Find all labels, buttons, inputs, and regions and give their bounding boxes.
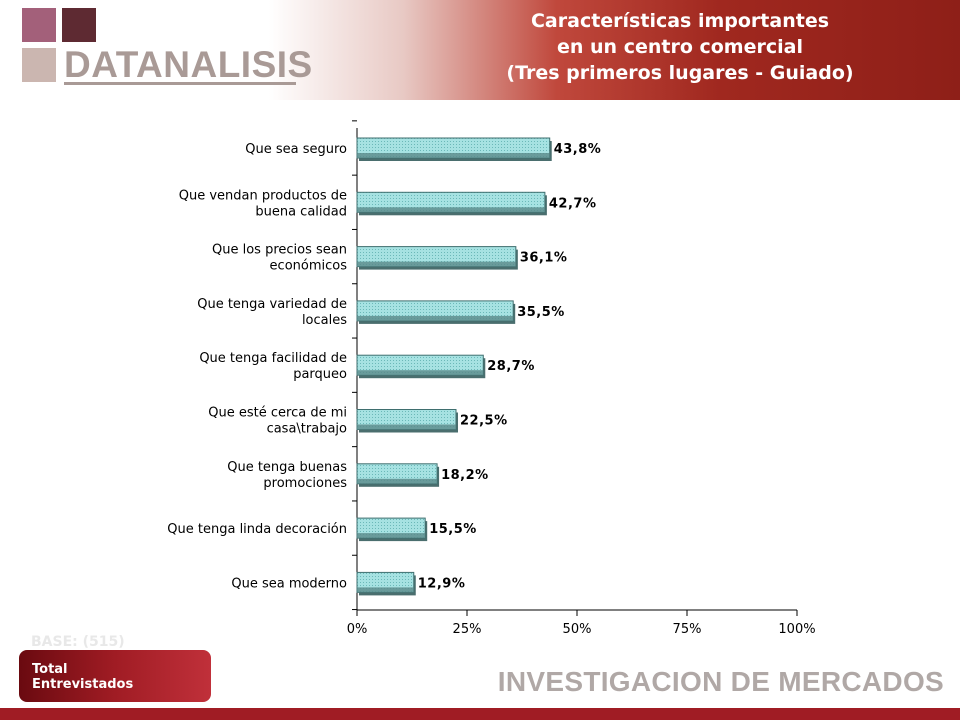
base-label: BASE: (515) [31, 634, 125, 650]
bar-bottom-edge [357, 370, 484, 376]
bar-bottom-edge [357, 261, 516, 267]
category-label: Que tenga linda decoración [167, 522, 347, 537]
x-tick-label: 75% [673, 622, 702, 637]
data-label: 28,7% [487, 359, 535, 374]
category-label: Que tenga buenas promociones [227, 460, 347, 491]
category-label-line: Que tenga variedad de [197, 297, 347, 312]
data-label: 36,1% [520, 251, 568, 266]
logo-square-2 [62, 8, 96, 42]
category-label: Que sea moderno [231, 576, 347, 591]
bar-bottom-edge [357, 153, 550, 158]
footer-bar [0, 708, 960, 720]
brand-underline [64, 82, 296, 85]
category-label-line: Que tenga buenas [227, 460, 347, 475]
bar-bottom-edge [357, 478, 438, 484]
bar-chart: 0% 25% 50% 75% 100% 43,8% Que sea seguro 42,7% Q… [167, 120, 816, 637]
category-label: Que los precios sean económicos [212, 243, 347, 274]
brand-name: DATANALISIS [64, 44, 313, 85]
logo-square-1 [22, 8, 56, 42]
base-line-2: Entrevistados [32, 677, 134, 692]
data-label: 18,2% [441, 468, 489, 483]
title-line-3: (Tres primeros lugares - Guiado) [506, 62, 854, 84]
bar-bottom-edge [357, 424, 456, 430]
category-label-line: Que esté cerca de mi [208, 406, 347, 421]
base-line-1: Total [32, 662, 68, 677]
x-tick-label: 50% [563, 622, 592, 637]
data-label: 12,9% [418, 576, 466, 591]
bar-bottom-edge [357, 533, 426, 539]
title-line-2: en un centro comercial [557, 36, 803, 58]
category-label: Que tenga facilidad de parqueo [199, 351, 347, 382]
x-tick-label: 100% [778, 622, 815, 637]
data-label: 22,5% [460, 414, 508, 429]
category-label-line: Que vendan productos de [179, 188, 347, 203]
bar-bottom-edge [357, 315, 514, 321]
bar-bottom-edge [357, 587, 414, 593]
data-label: 35,5% [517, 305, 565, 320]
base-description: Total Entrevistados [32, 662, 133, 692]
category-label-line: económicos [270, 259, 348, 274]
category-label: Que vendan productos de buena calidad [179, 188, 347, 219]
logo-square-3 [22, 48, 56, 82]
data-label: 42,7% [549, 196, 597, 211]
category-label: Que tenga variedad de locales [197, 297, 347, 328]
bar-bottom-edge [357, 207, 545, 213]
footer-label: INVESTIGACION DE MERCADOS [497, 666, 944, 697]
data-label: 15,5% [429, 522, 477, 537]
category-label-line: Que tenga facilidad de [199, 351, 347, 366]
page-title: Características importantes en un centro… [400, 8, 960, 86]
category-label-line: locales [302, 313, 347, 328]
category-label-line: promociones [263, 476, 347, 491]
data-label: 43,8% [554, 142, 602, 157]
category-label-line: Que los precios sean [212, 243, 347, 258]
base-badge [19, 650, 211, 702]
category-label: Que sea seguro [245, 142, 347, 157]
category-label-line: buena calidad [255, 204, 347, 219]
category-label-line: Que sea moderno [231, 576, 347, 591]
x-tick-label: 0% [347, 622, 368, 637]
x-tick-label: 25% [453, 622, 482, 637]
title-line-1: Características importantes [530, 10, 830, 32]
category-label-line: Que sea seguro [245, 142, 347, 157]
category-label-line: Que tenga linda decoración [167, 522, 347, 537]
category-label: Que esté cerca de mi casa\trabajo [208, 406, 347, 437]
category-label-line: casa\trabajo [267, 422, 347, 437]
category-label-line: parqueo [293, 367, 347, 382]
